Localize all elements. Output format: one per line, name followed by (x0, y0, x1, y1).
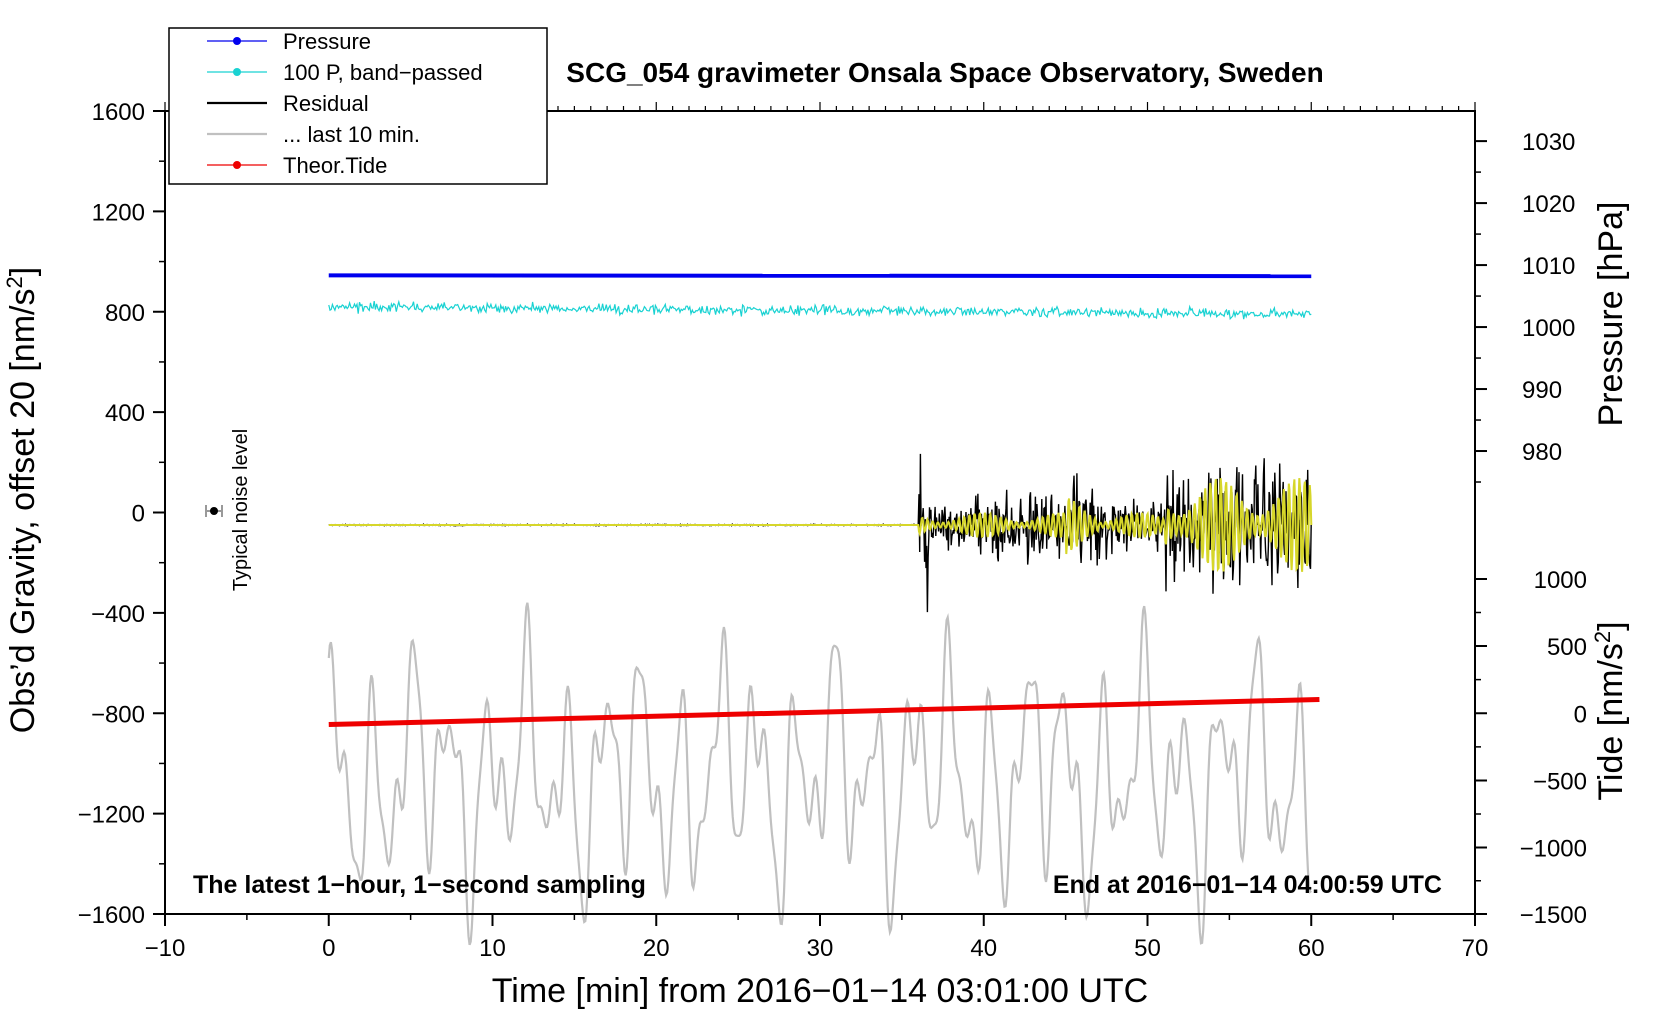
y-tick-label: 800 (105, 300, 145, 327)
left-axis-title: Obs’d Gravity, offset 20 [nm/s2] (2, 267, 42, 733)
note-latest-hour: The latest 1−hour, 1−second sampling (193, 871, 646, 899)
y-tick-label: 1600 (92, 99, 145, 126)
series-100p-bandpassed-line (328, 299, 1312, 321)
legend: Pressure 100 P, band−passed Residual ... la… (168, 27, 548, 185)
tide-tick-label: −1000 (1520, 836, 1587, 863)
pressure-tick-label: 1010 (1522, 253, 1575, 280)
x-tick-label: 60 (1298, 935, 1325, 962)
axis-ticks: −10 0 10 20 30 40 50 60 70160012008004000−400−80… (78, 99, 1587, 962)
y-tick-label: 1200 (92, 199, 145, 226)
legend-label-0: Pressure (283, 29, 371, 54)
pressure-tick-label: 990 (1522, 377, 1562, 404)
tide-tick-label: 500 (1547, 634, 1587, 661)
legend-label-1: 100 P, band−passed (283, 60, 483, 85)
legend-label-3: ... last 10 min. (283, 122, 420, 147)
left-axis-title-end: ] (4, 267, 42, 276)
y-tick-label: −1200 (78, 802, 145, 829)
x-tick-label: −10 (145, 935, 186, 962)
left-axis-title-main: Obs’d Gravity, offset 20 [nm/s (4, 289, 42, 734)
x-tick-label: 30 (807, 935, 834, 962)
tide-tick-label: −500 (1533, 769, 1587, 796)
pressure-tick-label: 1000 (1522, 315, 1575, 342)
legend-label-2: Residual (283, 91, 369, 116)
tide-tick-label: 0 (1574, 701, 1587, 728)
noise-level-label: Typical noise level (230, 429, 252, 591)
tide-axis-title-main: Tide [nm/s (1592, 643, 1630, 800)
legend-label-4: Theor.Tide (283, 153, 387, 178)
legend-marker-1 (233, 68, 241, 76)
pressure-tick-label: 1030 (1522, 129, 1575, 156)
x-axis-title: Time [min] from 2016−01−14 03:01:00 UTC (492, 972, 1148, 1010)
tide-axis-title-end: ] (1592, 621, 1630, 630)
tide-tick-label: 1000 (1534, 567, 1587, 594)
series-theor-tide-line (328, 696, 1320, 728)
legend-marker-0 (233, 37, 241, 45)
plot-lines (327, 273, 1320, 946)
x-tick-label: 50 (1134, 935, 1161, 962)
left-axis-title-sup: 2 (2, 276, 27, 288)
x-tick-label: 70 (1462, 935, 1489, 962)
chart-title: SCG_054 gravimeter Onsala Space Observat… (566, 57, 1323, 88)
pressure-tick-label: 1020 (1522, 191, 1575, 218)
tide-axis-title: Tide [nm/s2] (1590, 621, 1630, 800)
y-tick-label: 0 (132, 501, 145, 528)
legend-marker-4 (233, 161, 241, 169)
series-residual-bandpassed-line (328, 478, 1313, 573)
y-tick-label: −400 (91, 601, 145, 628)
series-last-10-min-line (327, 602, 1312, 946)
series-pressure-line (328, 273, 1312, 279)
pressure-axis-title: Pressure [hPa] (1592, 202, 1630, 427)
y-tick-label: 400 (105, 400, 145, 427)
tide-tick-label: −1500 (1520, 902, 1587, 929)
legend-box (168, 27, 548, 185)
x-tick-label: 40 (970, 935, 997, 962)
note-end-time: End at 2016−01−14 04:00:59 UTC (1053, 871, 1442, 899)
pressure-tick-label: 980 (1522, 439, 1562, 466)
tide-axis-title-sup: 2 (1590, 631, 1615, 643)
x-tick-label: 10 (479, 935, 506, 962)
x-tick-label: 20 (643, 935, 670, 962)
y-tick-label: −1600 (78, 902, 145, 929)
noise-level-indicator: Typical noise level (205, 429, 252, 591)
y-tick-label: −800 (91, 701, 145, 728)
noise-level-point (210, 507, 218, 515)
x-tick-label: 0 (322, 935, 335, 962)
